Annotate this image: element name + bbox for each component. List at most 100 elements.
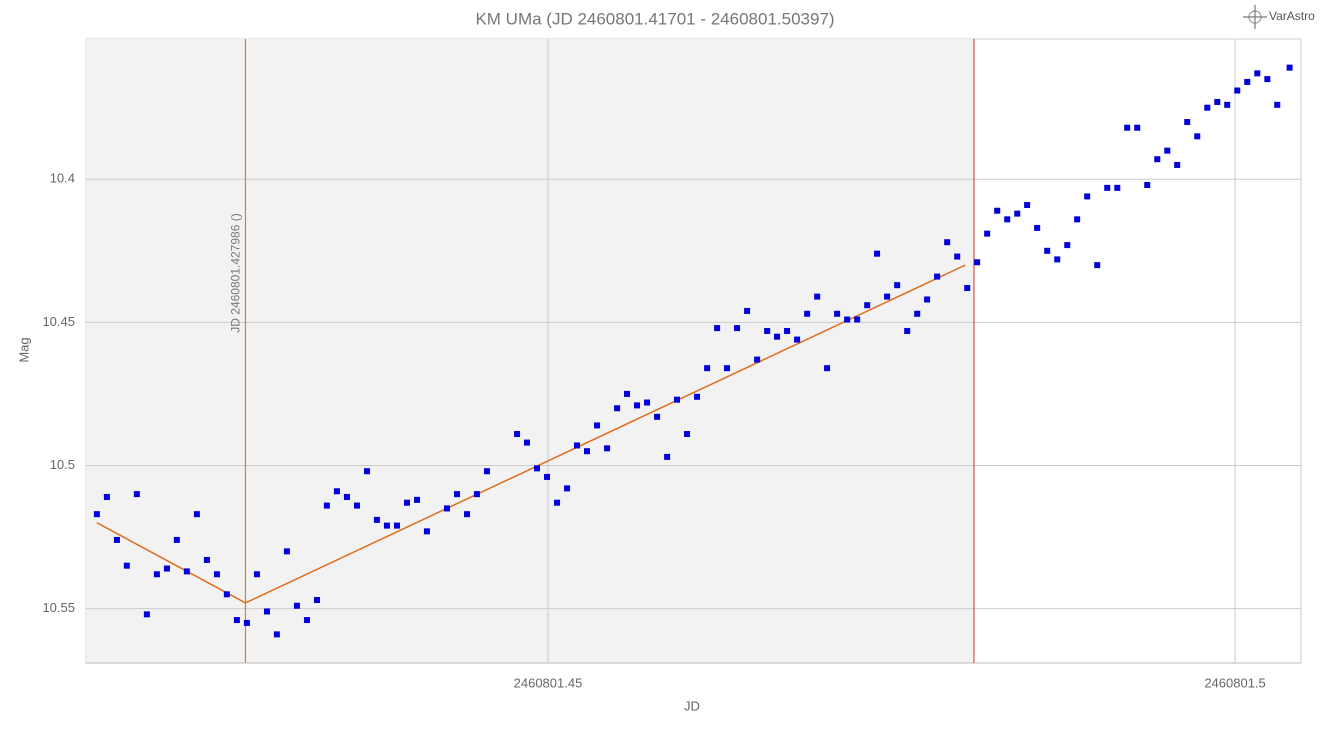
data-point bbox=[533, 465, 540, 472]
data-point bbox=[1224, 101, 1231, 108]
data-point bbox=[1064, 242, 1071, 249]
data-point bbox=[1214, 98, 1221, 105]
data-point bbox=[514, 431, 521, 438]
data-point bbox=[323, 502, 330, 509]
data-point bbox=[974, 259, 981, 266]
data-point bbox=[1254, 70, 1261, 77]
shaded-region bbox=[86, 39, 974, 663]
data-point bbox=[894, 282, 901, 289]
data-point bbox=[283, 548, 290, 555]
data-point bbox=[133, 491, 140, 498]
data-point bbox=[193, 511, 200, 518]
data-point bbox=[734, 325, 741, 332]
logo-text: VarAstro bbox=[1269, 9, 1315, 23]
data-point bbox=[664, 453, 671, 460]
data-point bbox=[654, 413, 661, 420]
data-point bbox=[1114, 184, 1121, 191]
data-point bbox=[393, 522, 400, 529]
logo: VarAstro bbox=[1243, 5, 1315, 29]
x-tick-label: 2460801.5 bbox=[1204, 675, 1265, 690]
data-point bbox=[414, 496, 421, 503]
data-point bbox=[113, 536, 120, 543]
data-point bbox=[364, 468, 371, 475]
data-point bbox=[1044, 247, 1051, 254]
data-point bbox=[373, 516, 380, 523]
data-point bbox=[1174, 161, 1181, 168]
data-point bbox=[964, 285, 971, 292]
data-point bbox=[644, 399, 651, 406]
data-point bbox=[724, 365, 731, 372]
data-point bbox=[383, 522, 390, 529]
data-point bbox=[1286, 64, 1293, 71]
data-point bbox=[263, 608, 270, 615]
data-point bbox=[694, 393, 701, 400]
data-point bbox=[213, 571, 220, 578]
data-point bbox=[483, 468, 490, 475]
data-point bbox=[123, 562, 130, 569]
data-point bbox=[1234, 87, 1241, 94]
data-point bbox=[1024, 202, 1031, 209]
data-point bbox=[634, 402, 641, 409]
data-point bbox=[233, 617, 240, 624]
data-point bbox=[303, 617, 310, 624]
data-point bbox=[1274, 101, 1281, 108]
data-point bbox=[674, 396, 681, 403]
marker-label: JD 2460801.427986 () bbox=[229, 213, 243, 332]
data-point bbox=[273, 631, 280, 638]
data-point bbox=[203, 556, 210, 563]
data-point bbox=[844, 316, 851, 323]
data-point bbox=[684, 431, 691, 438]
data-point bbox=[163, 565, 170, 572]
data-point bbox=[183, 568, 190, 575]
data-point bbox=[604, 445, 611, 452]
data-point bbox=[754, 356, 761, 363]
data-point bbox=[1004, 216, 1011, 223]
y-tick-label: 10.4 bbox=[50, 171, 75, 186]
data-point bbox=[1054, 256, 1061, 263]
data-point bbox=[573, 442, 580, 449]
data-point bbox=[1184, 119, 1191, 126]
data-point bbox=[554, 499, 561, 506]
x-tick-label: 2460801.45 bbox=[514, 675, 583, 690]
y-tick-label: 10.5 bbox=[50, 457, 75, 472]
x-axis-label: JD bbox=[684, 698, 700, 713]
data-point bbox=[454, 491, 461, 498]
data-point bbox=[1204, 104, 1211, 111]
data-point bbox=[623, 390, 630, 397]
logo-icon bbox=[1243, 5, 1267, 29]
data-point bbox=[764, 327, 771, 334]
data-point bbox=[253, 571, 260, 578]
data-point bbox=[103, 493, 110, 500]
data-point bbox=[243, 619, 250, 626]
data-point bbox=[594, 422, 601, 429]
fit-line bbox=[96, 264, 966, 604]
data-point bbox=[794, 336, 801, 343]
data-point bbox=[1144, 181, 1151, 188]
data-point bbox=[403, 499, 410, 506]
data-point bbox=[93, 511, 100, 518]
data-point bbox=[1124, 124, 1131, 131]
data-point bbox=[824, 365, 831, 372]
data-point bbox=[874, 250, 881, 257]
data-point bbox=[333, 488, 340, 495]
data-point bbox=[944, 239, 951, 246]
data-point bbox=[1194, 133, 1201, 140]
data-point bbox=[614, 405, 621, 412]
data-point bbox=[804, 310, 811, 317]
data-point bbox=[584, 448, 591, 455]
data-point bbox=[313, 597, 320, 604]
data-point bbox=[343, 493, 350, 500]
data-point bbox=[1134, 124, 1141, 131]
data-point bbox=[473, 491, 480, 498]
y-tick-label: 10.55 bbox=[42, 600, 75, 615]
data-point bbox=[1104, 184, 1111, 191]
data-point bbox=[1074, 216, 1081, 223]
data-point bbox=[223, 591, 230, 598]
data-point bbox=[984, 230, 991, 237]
data-point bbox=[784, 327, 791, 334]
data-point bbox=[564, 485, 571, 492]
data-point bbox=[293, 602, 300, 609]
data-point bbox=[704, 365, 711, 372]
